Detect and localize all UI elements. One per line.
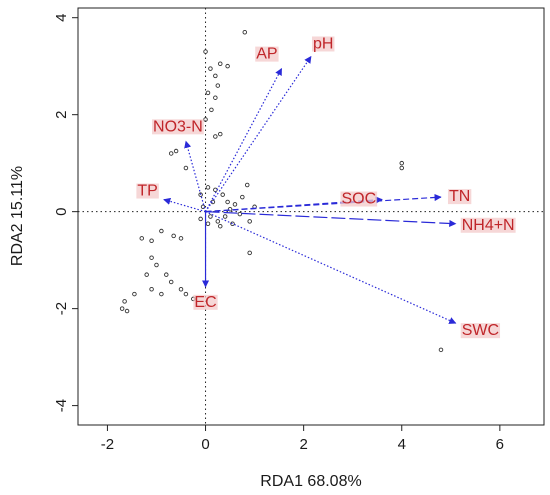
x-tick-label: 0 xyxy=(201,436,209,453)
site-point xyxy=(438,347,444,353)
site-point xyxy=(168,279,174,285)
site-point xyxy=(159,291,164,297)
site-point xyxy=(139,236,145,241)
vector-arrow-ap xyxy=(205,67,283,212)
vector-label-highlight xyxy=(255,46,279,62)
vector-arrow-tp xyxy=(163,197,206,213)
site-point xyxy=(399,165,404,171)
site-point xyxy=(399,160,404,166)
site-point xyxy=(164,272,169,277)
site-point xyxy=(159,228,164,234)
site-point xyxy=(222,214,228,219)
site-point xyxy=(205,185,211,190)
site-point xyxy=(198,192,203,197)
site-point xyxy=(171,233,176,239)
site-point xyxy=(203,49,208,54)
vector-arrow-no3n xyxy=(184,140,207,212)
vector-label-highlight xyxy=(460,323,501,339)
site-point xyxy=(213,134,218,139)
site-point xyxy=(220,192,225,197)
vector-label-highlight xyxy=(340,191,378,207)
site-point xyxy=(247,219,252,224)
site-point xyxy=(225,199,230,205)
vector-arrow-nh4n xyxy=(205,211,457,228)
site-point xyxy=(215,83,221,88)
vector-label: TP xyxy=(137,183,157,200)
site-point xyxy=(247,250,252,256)
site-point xyxy=(178,236,184,241)
vector-label: NH4+N xyxy=(462,217,515,234)
vector-arrow-swc xyxy=(205,211,457,324)
vector-label-highlight xyxy=(152,119,204,135)
site-point xyxy=(237,211,243,217)
site-point xyxy=(232,202,238,207)
vector-label-highlight xyxy=(136,183,159,199)
site-point xyxy=(124,308,130,314)
site-point xyxy=(215,219,221,224)
vector-label: SOC xyxy=(341,191,376,208)
variable-labels: AP pH NO3-N TP SOC TN NH4+N EC SWC xyxy=(136,35,516,339)
site-point xyxy=(168,151,174,156)
site-point xyxy=(132,291,137,297)
vector-label: AP xyxy=(256,46,277,63)
site-point xyxy=(213,73,218,79)
site-point xyxy=(244,182,250,188)
axis-ticks: -2 0 2 4 6 -4 -2 0 2 4 xyxy=(53,14,504,453)
site-point xyxy=(119,306,125,311)
site-point xyxy=(149,286,154,292)
variable-vectors xyxy=(163,55,457,324)
vector-label: SWC xyxy=(462,322,499,339)
x-tick-label: 6 xyxy=(496,436,504,453)
site-point xyxy=(173,148,179,154)
y-tick-label: -2 xyxy=(53,302,70,315)
site-point xyxy=(218,131,223,137)
site-point xyxy=(208,66,213,71)
site-point xyxy=(178,286,184,292)
y-tick-label: 0 xyxy=(53,207,70,215)
y-tick-label: 4 xyxy=(53,14,70,22)
vector-label-highlight xyxy=(312,36,335,52)
site-point xyxy=(242,29,248,35)
y-tick-label: -4 xyxy=(53,399,70,412)
site-point xyxy=(183,165,189,171)
site-point xyxy=(218,223,223,229)
vector-label: pH xyxy=(313,35,333,52)
site-point xyxy=(205,90,211,96)
site-point xyxy=(213,95,218,100)
vector-label-highlight xyxy=(193,294,218,310)
x-tick-label: 4 xyxy=(398,436,406,453)
site-point xyxy=(149,255,154,260)
site-point xyxy=(240,194,245,200)
site-point xyxy=(122,299,127,304)
site-point xyxy=(154,262,159,268)
site-points xyxy=(119,29,444,353)
x-axis-label: RDA1 68.08% xyxy=(260,473,361,490)
x-tick-label: 2 xyxy=(299,436,307,453)
site-point xyxy=(205,221,211,227)
site-point xyxy=(198,216,203,222)
vector-arrow-ph xyxy=(205,55,312,212)
vector-label: NO3-N xyxy=(153,118,203,135)
vector-label-highlight xyxy=(447,189,472,205)
x-tick-label: -2 xyxy=(101,436,114,453)
site-point xyxy=(213,187,218,193)
site-point xyxy=(227,206,233,212)
y-tick-label: 2 xyxy=(53,111,70,119)
plot-frame xyxy=(77,7,545,426)
vector-label: TN xyxy=(449,188,470,205)
vector-label: EC xyxy=(194,294,216,311)
y-axis-label: RDA2 15.11% xyxy=(9,166,26,266)
vector-label-highlight xyxy=(460,217,516,233)
site-point xyxy=(225,63,230,69)
site-point xyxy=(144,272,149,277)
site-point xyxy=(183,291,189,297)
site-point xyxy=(230,221,235,227)
vector-arrow-tn xyxy=(205,193,442,213)
site-point xyxy=(208,214,213,219)
site-point xyxy=(218,61,223,67)
site-point xyxy=(149,238,154,243)
site-point xyxy=(209,107,214,113)
